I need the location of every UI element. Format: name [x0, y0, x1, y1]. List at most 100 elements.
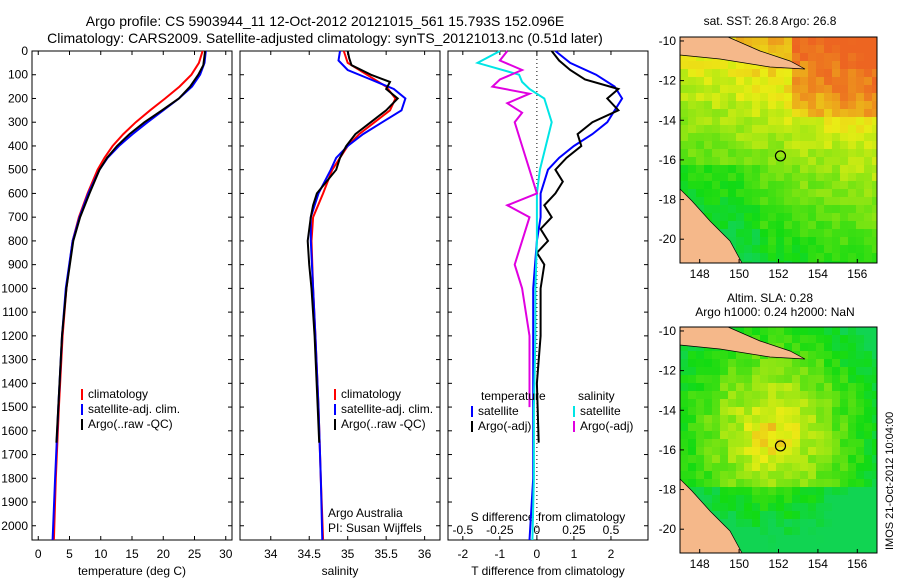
- map-cell: [728, 479, 736, 487]
- map-cell: [848, 543, 856, 551]
- map-cell: [680, 149, 688, 157]
- map-cell: [856, 157, 864, 165]
- map-cell: [744, 61, 752, 69]
- map-cell: [736, 37, 744, 45]
- map-cell: [704, 375, 712, 383]
- map-cell: [720, 439, 728, 447]
- map-cell: [808, 77, 816, 85]
- map-cell: [864, 335, 872, 343]
- map-cell: [864, 551, 872, 553]
- map-cell: [816, 173, 824, 181]
- map-cell: [768, 149, 776, 157]
- map-cell: [848, 503, 856, 511]
- map-cell: [768, 495, 776, 503]
- map-cell: [792, 101, 800, 109]
- map-cell: [744, 141, 752, 149]
- y-tick-label: 200: [8, 91, 28, 105]
- map-cell: [760, 189, 768, 197]
- map-cell: [776, 551, 784, 553]
- map-cell: [840, 447, 848, 455]
- map-cell: [696, 189, 704, 197]
- map-cell: [680, 455, 688, 463]
- map-cell: [704, 125, 712, 133]
- map-cell: [840, 335, 848, 343]
- map-cell: [848, 471, 856, 479]
- map-cell: [816, 551, 824, 553]
- map-cell: [792, 335, 800, 343]
- map-cell: [704, 197, 712, 205]
- s-tick-label: -0.5: [452, 523, 473, 537]
- map-cell: [704, 471, 712, 479]
- map-cell: [872, 245, 877, 253]
- map-cell: [680, 359, 688, 367]
- map-cell: [760, 237, 768, 245]
- map-cell: [872, 117, 877, 125]
- map-x-tick-label: 148: [690, 267, 710, 281]
- map-cell: [712, 141, 720, 149]
- map-cell: [872, 189, 877, 197]
- map-cell: [784, 415, 792, 423]
- map-cell: [864, 487, 872, 495]
- x-tick-label-difference: -2: [457, 547, 468, 561]
- map-cell: [704, 407, 712, 415]
- map-cell: [872, 519, 877, 527]
- map-cell: [688, 141, 696, 149]
- map-cell: [736, 391, 744, 399]
- map-cell: [776, 77, 784, 85]
- map-cell: [840, 487, 848, 495]
- map-x-tick-label: 154: [808, 267, 828, 281]
- map-cell: [736, 463, 744, 471]
- map-cell: [872, 463, 877, 471]
- map-cell: [824, 527, 832, 535]
- map-cell: [776, 245, 784, 253]
- map-cell: [848, 359, 856, 367]
- map-cell: [768, 335, 776, 343]
- map-cell: [784, 503, 792, 511]
- map-cell: [824, 77, 832, 85]
- map-cell: [840, 141, 848, 149]
- map-cell: [776, 527, 784, 535]
- map-cell: [728, 229, 736, 237]
- map-cell: [832, 173, 840, 181]
- map-cell: [744, 37, 752, 45]
- map-cell: [736, 165, 744, 173]
- map-cell: [864, 37, 872, 45]
- map-cell: [800, 205, 808, 213]
- map-cell: [704, 157, 712, 165]
- map-cell: [728, 391, 736, 399]
- map-cell: [736, 407, 744, 415]
- map-cell: [752, 93, 760, 101]
- map-cell: [784, 487, 792, 495]
- map-cell: [816, 221, 824, 229]
- map-cell: [720, 399, 728, 407]
- map-cell: [712, 173, 720, 181]
- map-cell: [768, 45, 776, 53]
- map-cell: [816, 205, 824, 213]
- map-cell: [832, 327, 840, 335]
- map-cell: [712, 109, 720, 117]
- map-cell: [696, 471, 704, 479]
- map-cell: [728, 61, 736, 69]
- map-cell: [872, 253, 877, 261]
- map-cell: [768, 101, 776, 109]
- map-cell: [688, 157, 696, 165]
- map-cell: [704, 181, 712, 189]
- map-cell: [752, 415, 760, 423]
- map-cell: [832, 431, 840, 439]
- map-cell: [800, 415, 808, 423]
- map-cell: [680, 391, 688, 399]
- map-cell: [872, 77, 877, 85]
- map-cell: [784, 527, 792, 535]
- map-cell: [848, 109, 856, 117]
- map-cell: [728, 173, 736, 181]
- map-cell: [768, 229, 776, 237]
- map-cell: [848, 253, 856, 261]
- map-cell: [696, 125, 704, 133]
- map-cell: [848, 479, 856, 487]
- map-cell: [784, 359, 792, 367]
- map-cell: [808, 101, 816, 109]
- map-cell: [840, 77, 848, 85]
- map-cell: [792, 77, 800, 85]
- x-axis-label-difference: T difference from climatology: [471, 564, 625, 578]
- map-cell: [808, 189, 816, 197]
